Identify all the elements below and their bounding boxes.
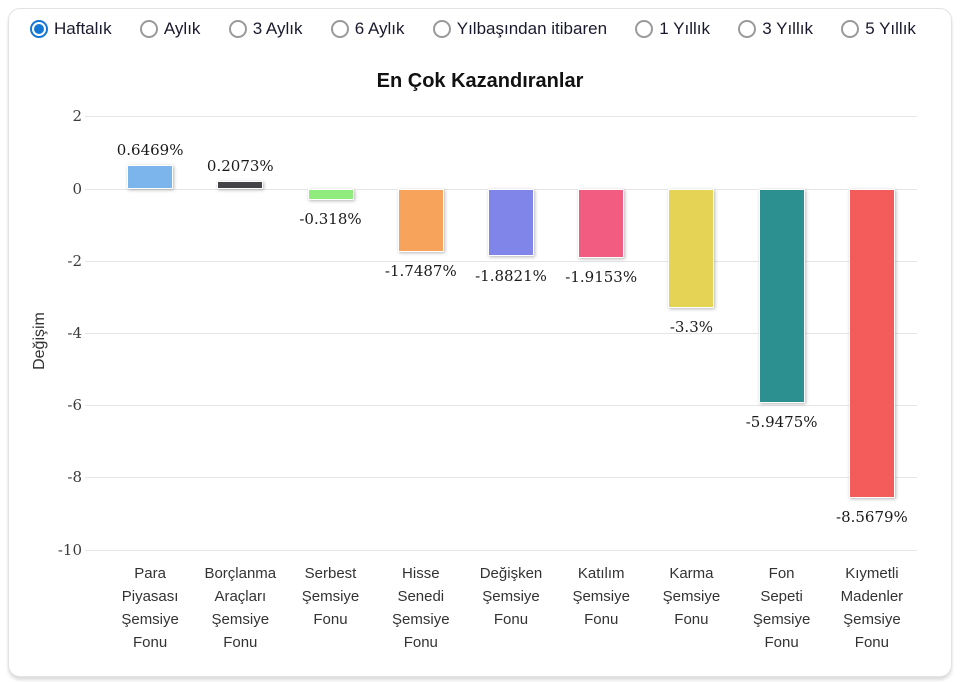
y-tick-label: -2 [67,251,82,270]
period-option-6-aylik[interactable]: 6 Aylık [330,19,405,39]
radio-unselected-icon [635,20,654,38]
bar-degisken-semsiye-fonu[interactable] [488,188,534,257]
bar-value-label: 0.6469% [116,141,184,160]
gridline [85,405,917,407]
x-category-label: Katılım Şemsiye Fonu [572,565,630,628]
x-category-label: Değişken Şemsiye Fonu [479,565,543,628]
x-category-label: Para Piyasası Şemsiye Fonu [121,565,179,651]
x-category-label: Serbest Şemsiye Fonu [301,565,360,628]
y-tick-label: -6 [67,396,82,415]
bar-value-label: -8.5679% [836,507,908,526]
period-selector: Haftalık Aylık 3 Aylık 6 Aylık Yılbaşından i… [30,19,916,39]
radio-dot [34,24,44,34]
y-tick-label: 2 [72,107,82,126]
gridline [85,116,917,118]
gridline [85,333,917,334]
bar-karma-semsiye-fonu[interactable] [668,188,715,308]
y-tick-label: -8 [67,468,82,487]
period-option-haftalik[interactable]: Haftalık [30,19,112,39]
bar-value-label: 0.2073% [206,157,274,176]
bar-value-label: -1.7487% [384,261,457,280]
radio-unselected-icon [738,20,757,38]
period-option-aylik[interactable]: Aylık [139,19,201,39]
radio-unselected-icon [228,20,247,38]
radio-unselected-icon [330,20,349,38]
period-option-yilbasindan-itibaren[interactable]: Yılbaşından itibaren [432,19,608,39]
bar-fon-sepeti-semsiye-fonu[interactable] [758,188,805,404]
radio-unselected-icon [432,20,451,38]
bar-borclanma-araclari-semsiye-fonu[interactable] [217,181,264,189]
period-option-label: 1 Yıllık [659,19,710,38]
period-option-label: 6 Aylık [354,19,405,38]
bar-kiymetli-madenler-semsiye-fonu[interactable] [848,188,895,498]
period-option-label: Yılbaşından itibaren [456,19,608,38]
bar-katilim-semsiye-fonu[interactable] [578,188,625,258]
radio-unselected-icon [841,20,860,38]
gridline [85,477,917,479]
period-option-label: Haftalık [54,19,112,38]
bar-hisse-senedi-semsiye-fonu[interactable] [397,188,444,252]
radio-unselected-icon [139,20,158,38]
x-category-label: Fon Sepeti Şemsiye Fonu [752,565,811,651]
bar-value-label: -3.3% [669,317,713,336]
y-tick-label: -4 [67,324,82,342]
period-option-label: Aylık [163,19,201,38]
y-tick-label: 0 [72,179,82,198]
radio-selected-icon [30,20,48,38]
x-category-label: Borçlanma Araçları Şemsiye Fonu [204,565,277,651]
period-option-label: 3 Aylık [252,19,303,38]
period-option-3-yillik[interactable]: 3 Yıllık [738,19,813,39]
period-option-label: 5 Yıllık [865,19,916,38]
x-category-label: Kıymetli Madenler Şemsiye Fonu [840,565,904,651]
chart-title: En Çok Kazandıranlar [376,70,584,92]
bar-value-label: -1.8821% [475,266,547,285]
period-option-label: 3 Yıllık [762,19,813,38]
x-category-label: Hisse Senedi Şemsiye Fonu [392,565,450,651]
gridline [85,260,917,262]
bar-value-label: -5.9475% [745,413,818,432]
bar-para-piyasasi-semsiye-fonu[interactable] [127,165,174,189]
bar-value-label: -1.9153% [565,267,638,286]
bar-value-label: -0.318% [299,210,362,229]
y-tick-label: -10 [57,540,82,559]
gridline [85,549,917,551]
period-option-3-aylik[interactable]: 3 Aylık [228,19,303,39]
x-category-label: Karma Şemsiye Fonu [662,565,721,628]
period-option-5-yillik[interactable]: 5 Yıllık [841,19,916,39]
bar-serbest-semsiye-fonu[interactable] [307,188,354,201]
period-option-1-yillik[interactable]: 1 Yıllık [635,19,710,39]
